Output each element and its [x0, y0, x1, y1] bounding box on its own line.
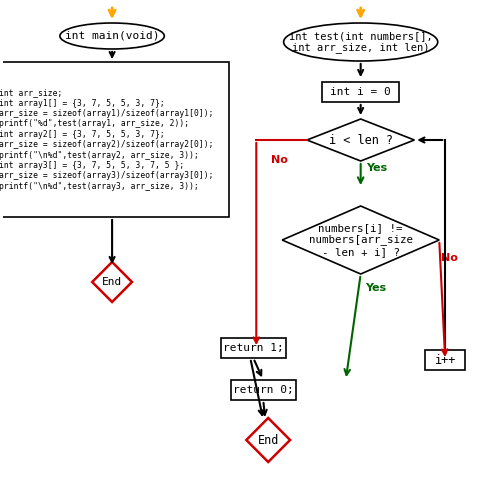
Text: i++: i++: [434, 353, 456, 367]
Polygon shape: [307, 119, 414, 161]
Polygon shape: [92, 262, 132, 302]
Text: No: No: [441, 253, 458, 263]
Ellipse shape: [60, 23, 164, 49]
Text: int arr_size;
int array1[] = {3, 7, 5, 5, 3, 7};
arr_size = sizeof(array1)/sizeo: int arr_size; int array1[] = {3, 7, 5, 5…: [0, 88, 214, 191]
Text: int i = 0: int i = 0: [330, 87, 391, 97]
Text: No: No: [271, 155, 288, 165]
Text: Yes: Yes: [366, 163, 387, 173]
Text: numbers[i] !=
numbers[arr_size
- len + i] ?: numbers[i] != numbers[arr_size - len + i…: [309, 223, 413, 257]
Text: End: End: [102, 277, 122, 287]
Text: return 1;: return 1;: [223, 343, 284, 353]
Bar: [221, 338, 286, 358]
Bar: [322, 82, 399, 102]
Bar: [0, 62, 229, 217]
Polygon shape: [246, 418, 290, 462]
Bar: [425, 350, 465, 370]
Text: return 0;: return 0;: [233, 385, 294, 395]
Text: int main(void): int main(void): [65, 31, 159, 41]
Text: int test(int numbers[],
int arr_size, int len): int test(int numbers[], int arr_size, in…: [289, 31, 432, 53]
Polygon shape: [282, 206, 439, 274]
Text: Yes: Yes: [365, 283, 386, 293]
Ellipse shape: [284, 23, 438, 61]
Text: i < len ?: i < len ?: [329, 133, 393, 147]
Bar: [231, 380, 296, 400]
Text: End: End: [257, 433, 279, 447]
